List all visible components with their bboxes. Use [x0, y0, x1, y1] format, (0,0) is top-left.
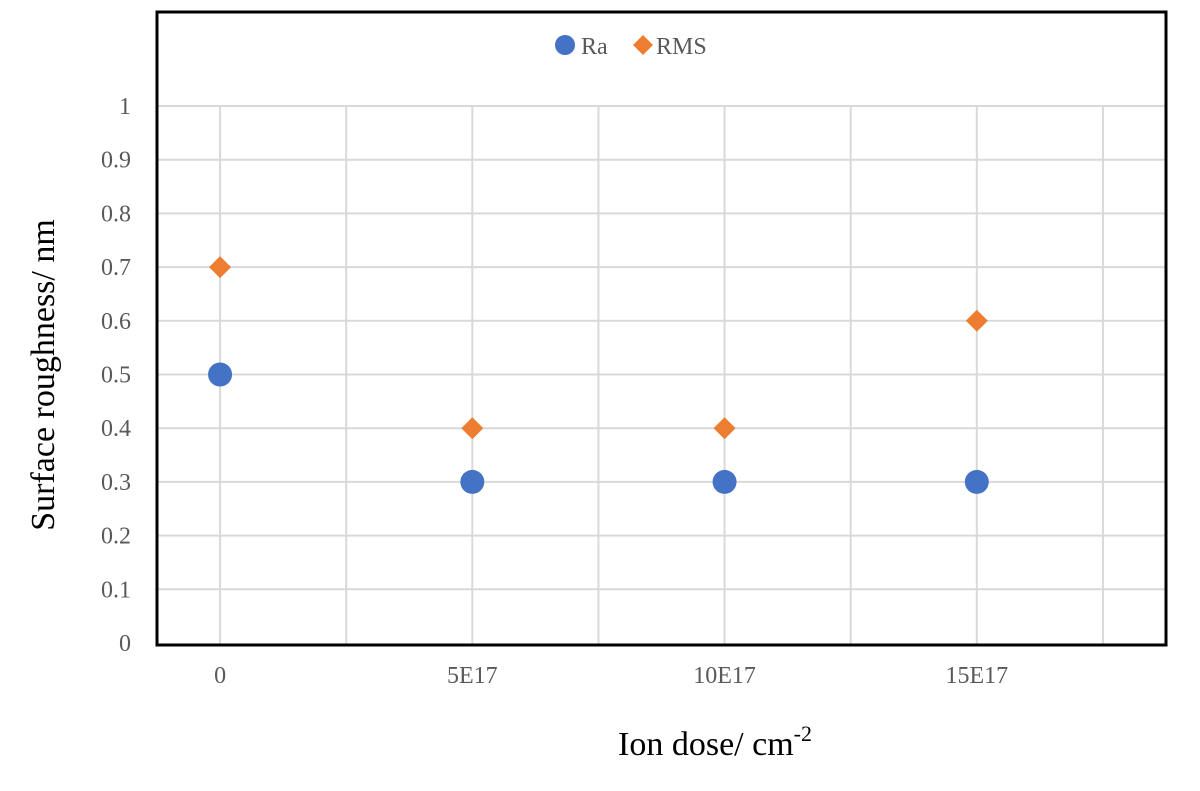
y-tick-label: 0.1	[101, 577, 131, 603]
marker-rms	[461, 417, 484, 440]
marker-ra	[964, 469, 989, 494]
x-axis-title-superscript: -2	[794, 721, 812, 746]
y-tick-label: 0.8	[101, 201, 131, 227]
y-tick-label: 0.7	[101, 255, 131, 281]
y-tick-label: 0.9	[101, 148, 131, 174]
y-tick-label: 0.2	[101, 524, 131, 550]
legend-label-rms: RMS	[656, 34, 707, 60]
y-axis-title: Surface roughness/ nm	[25, 219, 62, 531]
marker-ra	[208, 362, 233, 387]
x-tick-label: 5E17	[447, 663, 498, 689]
legend-label-ra: Ra	[581, 34, 608, 60]
y-tick-label: 0.3	[101, 470, 131, 496]
x-axis-title-text: Ion dose/ cm	[618, 726, 794, 763]
chart-frame	[155, 10, 1168, 647]
x-tick-label: 15E17	[945, 663, 1008, 689]
marker-rms	[713, 417, 736, 440]
x-tick-label: 10E17	[693, 663, 756, 689]
gridlines	[157, 105, 1166, 645]
y-tick-label: 0.5	[101, 363, 131, 389]
legend-marker-ra	[555, 35, 575, 55]
y-tick-label: 0.4	[101, 416, 131, 442]
y-tick-label: 1	[119, 94, 131, 120]
y-tick-labels: 0 0.1 0.2 0.3 0.4 0.5 0.6 0.7 0.8 0.9 1	[101, 94, 131, 657]
y-tick-label: 0	[119, 631, 131, 657]
x-axis-title: Ion dose/ cm-2	[618, 721, 812, 763]
x-tick-labels: 0 5E17 10E17 15E17	[214, 663, 1008, 689]
marker-ra	[460, 469, 485, 494]
marker-rms	[965, 309, 988, 332]
marker-rms	[209, 256, 232, 279]
data-markers	[208, 256, 989, 494]
legend-marker-rms	[633, 35, 653, 55]
legend: Ra RMS	[555, 34, 707, 60]
marker-ra	[712, 469, 737, 494]
y-tick-label: 0.6	[101, 309, 131, 335]
x-tick-label: 0	[214, 663, 226, 689]
